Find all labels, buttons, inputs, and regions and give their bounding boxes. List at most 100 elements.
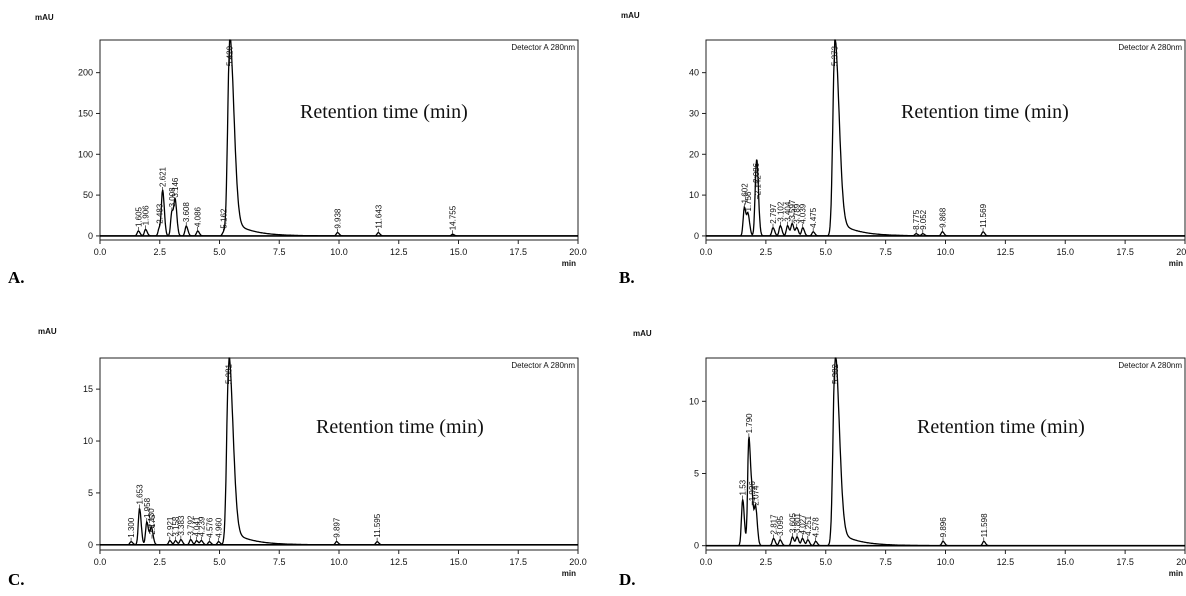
peak-label: 4.576 [205,517,214,538]
peak-label: 4.578 [812,517,821,538]
x-axis-unit: min [562,569,576,578]
peak-label: 1.53 [739,479,748,495]
peak-label: 1.605 [134,206,143,227]
x-tick-label: 20.0 [569,247,587,257]
x-tick-label: 17.5 [1116,557,1134,567]
peak-label: 14.755 [449,205,458,230]
panel-letter-b: B. [619,268,635,287]
x-tick-label: 2.5 [760,557,773,567]
panel-letter-d: D. [619,570,636,589]
detector-label: Detector A 280nm [1118,361,1182,370]
x-tick-label: 17.5 [509,247,527,257]
x-tick-label: 12.5 [997,247,1015,257]
y-tick-label: 10 [689,396,699,406]
x-tick-label: 10.0 [937,557,955,567]
peak-label: 1.926 [748,481,757,502]
peak-label: 3.383 [177,515,186,536]
y-axis-unit: mAU [35,13,54,22]
x-axis-unit: min [1169,569,1183,578]
x-tick-label: 15.0 [1056,247,1074,257]
x-axis-unit: min [562,259,576,268]
peak-label: 1.790 [745,413,754,434]
y-tick-label: 0 [88,231,93,241]
chromatogram-trace [706,357,1185,547]
x-tick-label: 12.5 [390,557,408,567]
x-tick-label: 15.0 [450,247,468,257]
peak-label: 3.597 [788,199,797,220]
y-tick-label: 40 [689,68,699,78]
x-tick-label: 17.5 [509,557,527,567]
peak-label: 2.175 [148,514,157,535]
y-tick-label: 50 [83,190,93,200]
y-axis-unit: mAU [38,327,57,336]
x-tick-label: 5.0 [213,557,226,567]
y-tick-label: 10 [689,190,699,200]
peak-label: 3.801 [793,512,802,533]
y-tick-label: 200 [78,68,93,78]
peak-label: 5.162 [219,208,228,229]
peak-label: 5.382 [831,363,840,384]
x-tick-label: 0.0 [94,247,107,257]
x-tick-label: 7.5 [273,247,286,257]
peak-label: 4.027 [798,514,807,535]
x-axis-unit: min [1169,259,1183,268]
peak-label: 3.404 [784,201,793,222]
peak-label: 9.896 [939,517,948,538]
peak-label: 2.086 [752,162,761,183]
x-tick-label: 2.5 [153,247,166,257]
retention-time-label: Retention time (min) [901,101,1069,123]
peak-label: 2.130 [147,508,156,529]
chromatogram-trace [100,39,578,237]
peak-label: 3.605 [788,512,797,533]
peak-label: 3.095 [776,515,785,536]
y-tick-label: 0 [694,231,699,241]
chromatogram-panel-a: 0 50 100 150 200 0.0 2.5 5.0 7.5 10.0 12.5 15.0 17.5… [0,0,593,298]
x-tick-label: 5.0 [819,557,832,567]
chromatogram-d: 0 5 10 0.0 2.5 5.0 7.5 10.0 12.5 15.0 17.5 20.0 mAU m… [633,329,1186,578]
y-tick-label: 100 [78,149,93,159]
peak-label: 8.775 [912,209,921,230]
peak-label: 3.792 [187,515,196,536]
peak-label: 4.041 [193,516,202,537]
x-tick-label: 17.5 [1116,247,1134,257]
x-tick-label: 12.5 [997,557,1015,567]
peak-label: 9.868 [938,207,947,228]
peak-label: 1.906 [142,205,151,226]
peak-label: 1.653 [136,484,145,505]
peak-label: 2.797 [769,203,778,224]
x-tick-label: 10.0 [937,247,955,257]
detector-label: Detector A 280nm [511,43,575,52]
peak-label: 3.158 [171,516,180,537]
peak-label: 11.569 [979,203,988,227]
peak-label: 5.381 [225,363,234,384]
y-axis-unit: mAU [633,329,652,338]
x-tick-label: 0.0 [700,247,713,257]
peak-label: 3.789 [793,203,802,224]
detector-label: Detector A 280nm [511,361,575,370]
chromatogram-panel-b: 0 10 20 30 40 0.0 2.5 5.0 7.5 10.0 12.5 15.0 17.5 20.… [593,0,1186,298]
x-tick-label: 0.0 [700,557,713,567]
peak-label: 2.921 [166,516,175,537]
x-tick-label: 7.5 [879,557,892,567]
peak-label: 4.475 [809,207,818,228]
x-tick-label: 12.5 [390,247,408,257]
chromatogram-a: 0 50 100 150 200 0.0 2.5 5.0 7.5 10.0 12.5 15.0 17.5… [35,13,587,268]
chromatogram-trace [706,39,1185,237]
y-tick-label: 15 [83,384,93,394]
x-tick-label: 15.0 [1056,557,1074,567]
x-tick-label: 20.0 [569,557,587,567]
x-tick-label: 5.0 [819,247,832,257]
peak-label: 11.595 [373,513,382,537]
peak-label: 4.086 [194,206,203,227]
y-axis-unit: mAU [621,11,640,20]
panel-letter-a: A. [8,268,25,287]
y-tick-label: 150 [78,108,93,118]
y-tick-label: 20 [689,149,699,159]
peak-label: 4.039 [799,203,808,224]
detector-label: Detector A 280nm [1118,43,1182,52]
x-tick-label: 2.5 [760,247,773,257]
x-tick-label: 0.0 [94,557,107,567]
x-tick-label: 15.0 [450,557,468,567]
y-tick-label: 30 [689,108,699,118]
peak-label: 3.146 [171,177,180,198]
